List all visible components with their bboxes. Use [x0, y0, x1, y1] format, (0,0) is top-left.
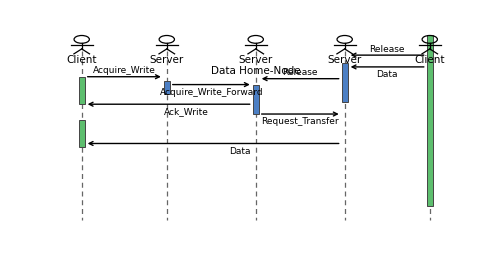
Text: Server: Server — [150, 55, 184, 65]
Text: Acquire_Write_Forward: Acquire_Write_Forward — [160, 88, 263, 97]
Bar — [342, 64, 348, 103]
Text: Request_Transfer: Request_Transfer — [261, 117, 339, 126]
Text: Release: Release — [369, 45, 405, 54]
Text: Acquire_Write: Acquire_Write — [93, 66, 156, 75]
Text: Ack_Write: Ack_Write — [164, 107, 209, 116]
Text: Data Home-Node: Data Home-Node — [211, 66, 300, 75]
Text: Client: Client — [415, 55, 445, 65]
Bar — [427, 36, 433, 207]
Bar — [79, 120, 85, 148]
Bar — [79, 77, 85, 105]
Text: Server: Server — [239, 55, 273, 65]
Bar — [164, 81, 170, 95]
Bar — [252, 85, 259, 115]
Text: Data: Data — [229, 146, 250, 155]
Text: Release: Release — [282, 68, 318, 77]
Text: Server: Server — [327, 55, 362, 65]
Text: Client: Client — [66, 55, 97, 65]
Text: Data: Data — [376, 70, 398, 79]
